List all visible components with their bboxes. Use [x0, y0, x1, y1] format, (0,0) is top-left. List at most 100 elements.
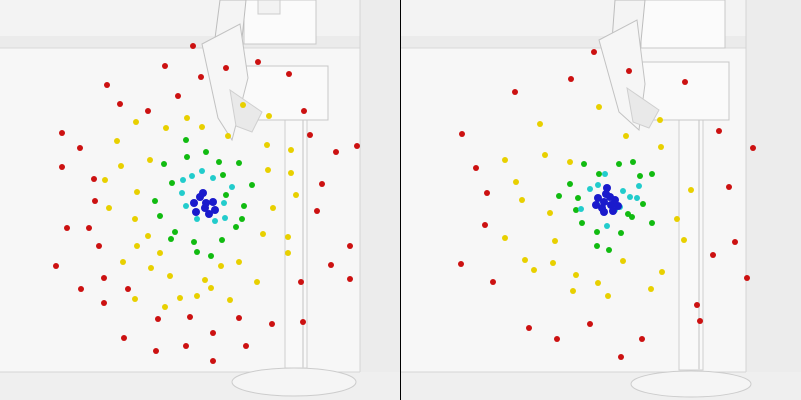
yellow-feature-point [134, 243, 140, 249]
yellow-feature-point [502, 157, 508, 163]
green-feature-point [616, 161, 622, 167]
green-feature-point [194, 249, 200, 255]
red-feature-point [526, 325, 532, 331]
yellow-feature-point [162, 304, 168, 310]
red-feature-point [732, 239, 738, 245]
yellow-feature-point [265, 167, 271, 173]
blue-feature-point [614, 202, 622, 210]
red-feature-point [568, 76, 574, 82]
cyan-feature-point [602, 171, 608, 177]
green-feature-point [169, 180, 175, 186]
yellow-feature-point [208, 285, 214, 291]
yellow-feature-point [199, 124, 205, 130]
yellow-feature-point [573, 272, 579, 278]
red-feature-point [198, 74, 204, 80]
yellow-feature-point [133, 119, 139, 125]
green-feature-point [152, 198, 158, 204]
red-feature-point [210, 358, 216, 364]
yellow-feature-point [513, 179, 519, 185]
green-feature-point [594, 229, 600, 235]
yellow-feature-point [658, 144, 664, 150]
red-feature-point [53, 263, 59, 269]
red-feature-point [187, 314, 193, 320]
green-feature-point [216, 159, 222, 165]
feature-points-right [458, 49, 756, 360]
red-feature-point [626, 68, 632, 74]
blue-feature-point [600, 208, 608, 216]
green-feature-point [168, 236, 174, 242]
red-feature-point [59, 164, 65, 170]
cyan-feature-point [587, 186, 593, 192]
feature-points-left [53, 43, 360, 364]
red-feature-point [587, 321, 593, 327]
red-feature-point [314, 208, 320, 214]
cyan-feature-point [627, 194, 633, 200]
yellow-feature-point [688, 187, 694, 193]
blue-feature-point [201, 204, 209, 212]
yellow-feature-point [254, 279, 260, 285]
cyan-feature-point [180, 177, 186, 183]
red-feature-point [554, 336, 560, 342]
green-feature-point [630, 159, 636, 165]
red-feature-point [190, 43, 196, 49]
cyan-feature-point [179, 190, 185, 196]
cyan-feature-point [578, 206, 584, 212]
cyan-feature-point [194, 216, 200, 222]
red-feature-point [298, 279, 304, 285]
green-feature-point [233, 224, 239, 230]
red-feature-point [459, 131, 465, 137]
red-feature-point [319, 181, 325, 187]
red-feature-point [104, 82, 110, 88]
green-feature-point [172, 229, 178, 235]
yellow-feature-point [596, 104, 602, 110]
green-feature-point [203, 149, 209, 155]
green-feature-point [649, 171, 655, 177]
green-feature-point [236, 160, 242, 166]
red-feature-point [716, 128, 722, 134]
red-feature-point [175, 93, 181, 99]
red-feature-point [96, 243, 102, 249]
blue-feature-point [609, 207, 617, 215]
panel-divider [400, 0, 401, 400]
red-feature-point [286, 71, 292, 77]
red-feature-point [183, 343, 189, 349]
red-feature-point [458, 261, 464, 267]
cyan-feature-point [183, 203, 189, 209]
yellow-feature-point [184, 115, 190, 121]
red-feature-point [223, 65, 229, 71]
yellow-feature-point [106, 205, 112, 211]
red-feature-point [750, 145, 756, 151]
yellow-feature-point [227, 297, 233, 303]
green-feature-point [241, 203, 247, 209]
green-feature-point [208, 253, 214, 259]
yellow-feature-point [120, 259, 126, 265]
cyan-feature-point [210, 175, 216, 181]
green-feature-point [191, 239, 197, 245]
yellow-feature-point [157, 250, 163, 256]
green-feature-point [640, 201, 646, 207]
yellow-feature-point [657, 117, 663, 123]
green-feature-point [184, 154, 190, 160]
green-feature-point [606, 247, 612, 253]
red-feature-point [482, 222, 488, 228]
blue-feature-point [603, 184, 611, 192]
red-feature-point [618, 354, 624, 360]
green-feature-point [596, 171, 602, 177]
cyan-feature-point [221, 200, 227, 206]
green-feature-point [223, 192, 229, 198]
yellow-feature-point [194, 293, 200, 299]
blue-feature-point [205, 210, 213, 218]
yellow-feature-point [552, 238, 558, 244]
cyan-feature-point [229, 184, 235, 190]
yellow-feature-point [522, 257, 528, 263]
yellow-feature-point [293, 192, 299, 198]
red-feature-point [92, 198, 98, 204]
cyan-feature-point [222, 215, 228, 221]
yellow-feature-point [114, 138, 120, 144]
yellow-feature-point [648, 286, 654, 292]
yellow-feature-point [260, 231, 266, 237]
yellow-feature-point [236, 259, 242, 265]
red-feature-point [639, 336, 645, 342]
cyan-feature-point [212, 218, 218, 224]
